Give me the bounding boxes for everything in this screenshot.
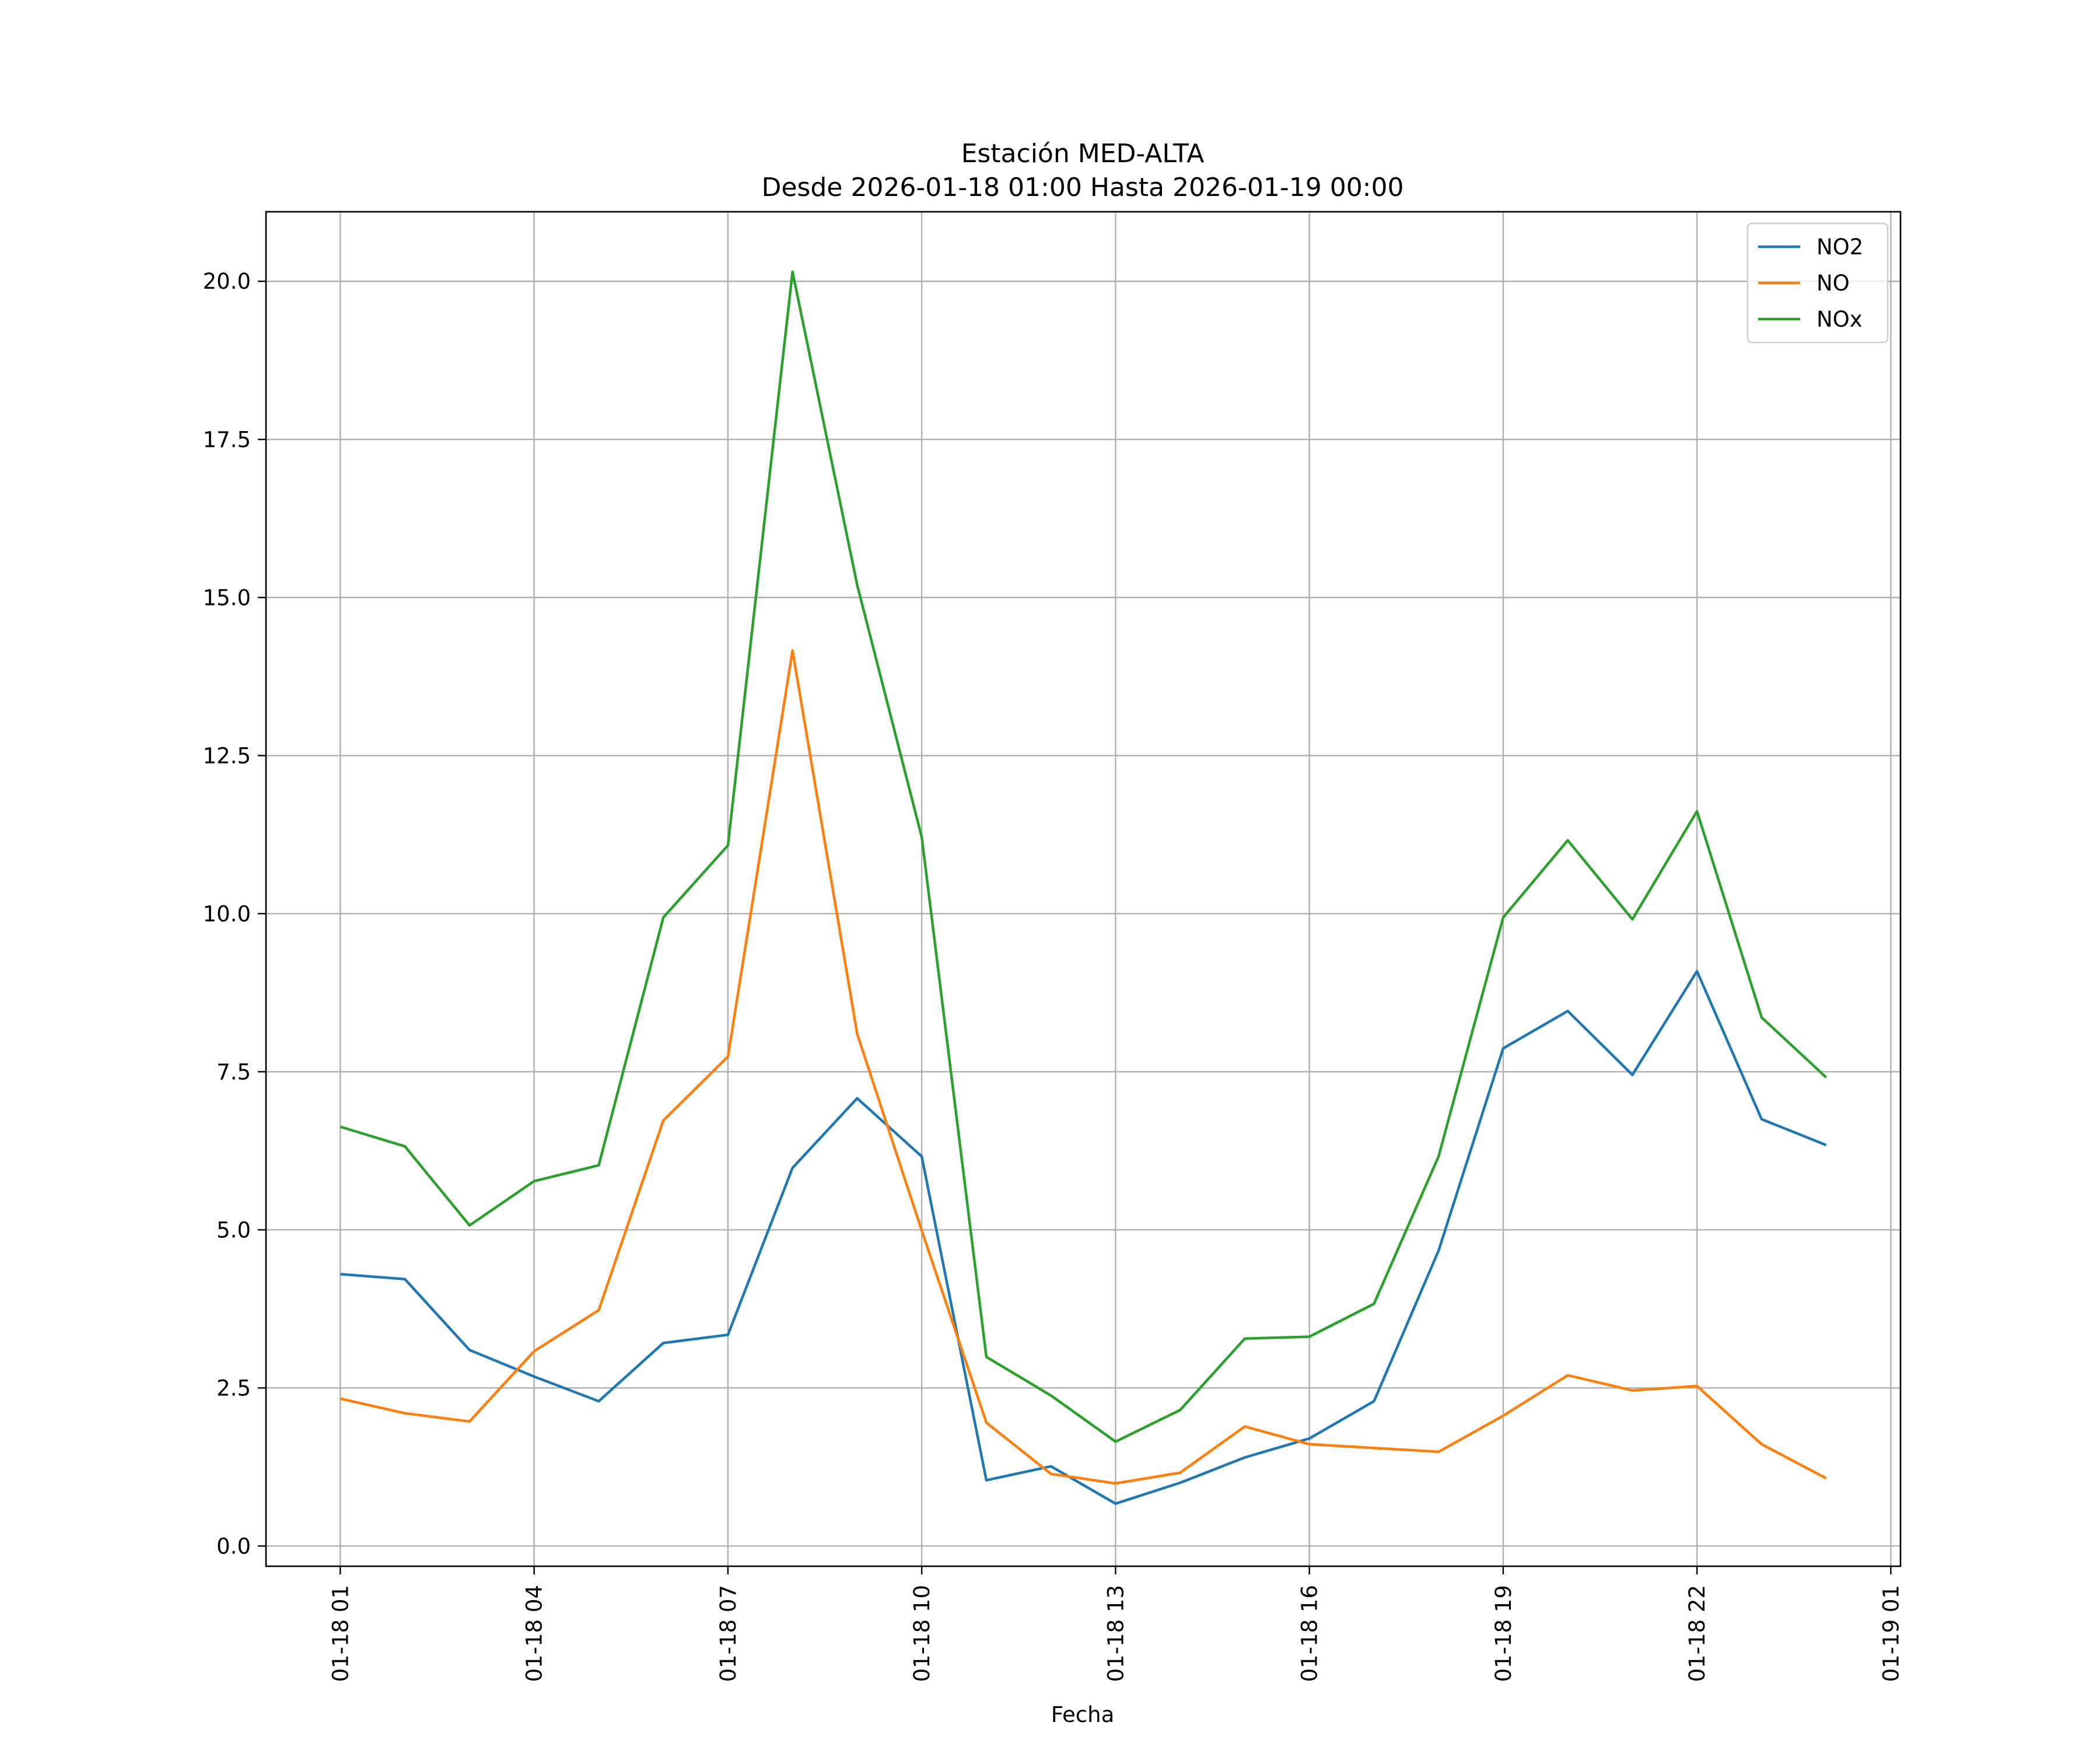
legend-label-no2: NO2: [1817, 235, 1863, 260]
x-axis-label: Fecha: [1051, 1702, 1115, 1727]
y-tick-label: 12.5: [203, 743, 251, 768]
y-axis: 0.0 2.5 5.0 7.5 10.0 12.5 15.0 17.5 20.0: [203, 269, 266, 1559]
x-tick-label: 01-18 04: [522, 1585, 547, 1682]
legend-box: [1746, 222, 1889, 344]
x-tick-label: 01-18 10: [909, 1585, 935, 1682]
y-tick-label: 0.0: [216, 1534, 251, 1559]
x-axis: 01-18 01 01-18 04 01-18 07 01-18 10 01-18 13…: [328, 1566, 1903, 1682]
x-tick-label: 01-19 01: [1878, 1585, 1903, 1682]
y-tick-label: 2.5: [216, 1376, 251, 1401]
x-tick-label: 01-18 19: [1491, 1585, 1516, 1682]
chart-subtitle: Desde 2026-01-18 01:00 Hasta 2026-01-19 …: [761, 173, 1404, 202]
series-layer: [340, 270, 1828, 1505]
y-tick-label: 20.0: [203, 269, 251, 294]
grid: [266, 212, 1901, 1566]
x-tick-label: 01-18 22: [1685, 1585, 1710, 1682]
chart-title: Estación MED-ALTA: [961, 139, 1205, 169]
y-tick-label: 5.0: [216, 1217, 251, 1242]
legend-label-nox: NOx: [1817, 307, 1863, 332]
plot-frame: [265, 211, 1902, 1567]
y-tick-label: 17.5: [203, 427, 251, 452]
legend: NO2 NO NOx: [1746, 222, 1889, 344]
series-line-nox: [340, 270, 1828, 1443]
x-tick-label: 01-18 07: [716, 1585, 741, 1682]
x-tick-label: 01-18 01: [328, 1585, 353, 1682]
legend-label-no: NO: [1817, 271, 1850, 296]
series-line-no2: [340, 970, 1827, 1505]
x-tick-label: 01-18 13: [1103, 1585, 1128, 1682]
y-tick-label: 15.0: [203, 585, 251, 610]
y-tick-label: 10.0: [203, 901, 251, 926]
x-tick-label: 01-18 16: [1297, 1585, 1322, 1682]
y-tick-label: 7.5: [216, 1059, 251, 1084]
series-line-no: [340, 649, 1827, 1485]
